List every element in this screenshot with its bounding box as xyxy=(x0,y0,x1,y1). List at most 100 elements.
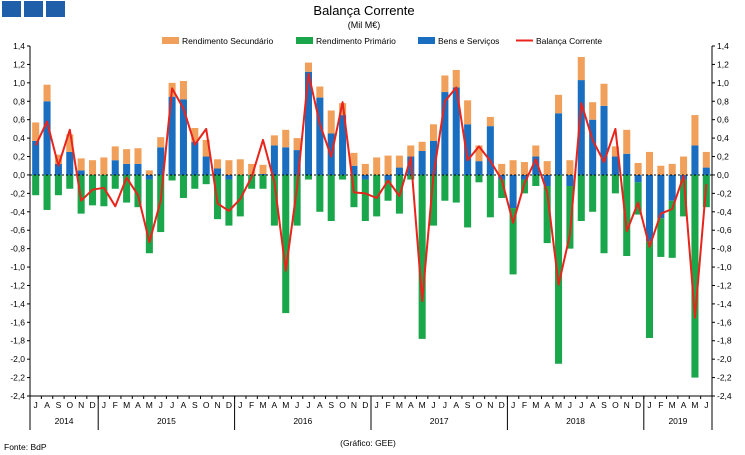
bar-bens-e-servicos xyxy=(668,174,676,201)
bar-rendimento-secundario xyxy=(77,158,85,171)
bar-rendimento-secundario xyxy=(600,83,608,106)
y-tick-label-left: 1,0 xyxy=(13,78,25,88)
bar-rendimento-primario xyxy=(486,174,494,218)
x-tick-label-month: D xyxy=(226,400,232,410)
bar-bens-e-servicos xyxy=(520,174,528,180)
bar-rendimento-primario xyxy=(316,174,324,212)
x-tick-label-month: O xyxy=(612,400,619,410)
bar-rendimento-secundario xyxy=(407,145,415,157)
bar-rendimento-secundario xyxy=(293,138,301,151)
bar-bens-e-servicos xyxy=(202,156,210,175)
bar-rendimento-primario xyxy=(191,174,199,189)
y-tick-label-right: 1,0 xyxy=(717,78,729,88)
y-tick-label-left: -1,0 xyxy=(10,262,25,272)
x-tick-label-month: M xyxy=(419,400,426,410)
bar-bens-e-servicos xyxy=(611,156,619,175)
x-tick-label-month: N xyxy=(214,400,220,410)
bar-rendimento-secundario xyxy=(157,137,165,148)
y-tick-label-left: 0,0 xyxy=(13,170,25,180)
x-tick-label-month: J xyxy=(431,400,435,410)
x-tick-label-month: A xyxy=(181,400,187,410)
x-tick-label-month: A xyxy=(135,400,141,410)
x-tick-label-month: F xyxy=(249,400,254,410)
y-tick-label-left: -0,4 xyxy=(10,207,25,217)
y-tick-label-right: -0,4 xyxy=(717,207,732,217)
x-tick-label-month: S xyxy=(56,400,62,410)
bar-rendimento-primario xyxy=(464,174,472,228)
x-tick-label-month: M xyxy=(532,400,539,410)
bar-rendimento-secundario xyxy=(429,124,438,141)
legend-label-balanca-corrente: Balança Corrente xyxy=(536,36,602,46)
bar-rendimento-secundario xyxy=(611,146,619,157)
y-tick-label-left: 0,4 xyxy=(13,133,25,143)
bar-bens-e-servicos xyxy=(134,163,142,175)
bar-rendimento-primario xyxy=(668,200,676,258)
y-tick-label-right: -1,0 xyxy=(717,262,732,272)
y-tick-label-left: -0,6 xyxy=(10,225,25,235)
bar-bens-e-servicos xyxy=(555,113,563,175)
bar-bens-e-servicos xyxy=(293,150,301,175)
y-tick-label-right: 0,6 xyxy=(717,115,729,125)
y-tick-label-right: -0,2 xyxy=(717,188,732,198)
bar-rendimento-secundario xyxy=(520,162,528,175)
bar-rendimento-primario xyxy=(145,179,153,254)
bar-rendimento-secundario xyxy=(361,163,369,175)
bar-rendimento-secundario xyxy=(259,164,267,175)
y-tick-label-right: -0,8 xyxy=(717,244,732,254)
x-tick-label-month: D xyxy=(499,400,505,410)
bar-rendimento-secundario xyxy=(191,127,199,142)
x-tick-label-year: 2017 xyxy=(430,416,449,426)
bar-rendimento-secundario xyxy=(486,116,494,127)
x-tick-label-month: J xyxy=(511,400,515,410)
legend-swatch-rendimento-primario xyxy=(296,37,313,44)
bar-bens-e-servicos xyxy=(600,105,608,175)
bar-bens-e-servicos xyxy=(418,151,426,175)
bar-bens-e-servicos xyxy=(577,80,585,175)
bar-rendimento-primario xyxy=(43,174,51,210)
bar-bens-e-servicos xyxy=(566,174,574,186)
bar-rendimento-primario xyxy=(66,174,74,189)
x-tick-label-year: 2015 xyxy=(157,416,176,426)
bar-bens-e-servicos xyxy=(509,174,517,209)
x-tick-label-month: M xyxy=(669,400,676,410)
bar-bens-e-servicos xyxy=(77,170,85,175)
bar-bens-e-servicos xyxy=(384,174,392,181)
y-tick-label-left: -1,6 xyxy=(10,317,25,327)
bar-rendimento-secundario xyxy=(623,129,631,154)
bar-rendimento-secundario xyxy=(225,160,233,175)
chart-subtitle: (Mil M€) xyxy=(348,20,381,30)
bar-bens-e-servicos xyxy=(145,174,153,180)
bar-rendimento-secundario xyxy=(100,157,108,175)
x-tick-label-month: J xyxy=(238,400,242,410)
legend-label-bens-e-servicos: Bens e Serviços xyxy=(438,36,499,46)
bar-bens-e-servicos xyxy=(657,174,665,219)
bar-rendimento-primario xyxy=(282,174,290,314)
bar-bens-e-servicos xyxy=(441,92,449,175)
bar-rendimento-primario xyxy=(645,241,654,338)
bar-rendimento-secundario xyxy=(282,129,290,148)
bar-rendimento-primario xyxy=(498,179,506,198)
bar-rendimento-primario xyxy=(418,174,426,339)
x-tick-label-month: M xyxy=(691,400,698,410)
x-tick-label-month: A xyxy=(453,400,459,410)
x-tick-label-month: M xyxy=(259,400,266,410)
bar-rendimento-secundario xyxy=(395,155,403,168)
legend-label-rendimento-primario: Rendimento Primário xyxy=(316,36,396,46)
x-tick-label-month: J xyxy=(170,400,174,410)
bar-rendimento-primario xyxy=(327,174,335,221)
logo-square xyxy=(2,1,21,17)
y-tick-label-left: 1,2 xyxy=(13,59,25,69)
bar-rendimento-secundario xyxy=(509,160,517,175)
bar-rendimento-secundario xyxy=(134,148,142,164)
bar-bens-e-servicos xyxy=(543,174,551,186)
bar-bens-e-servicos xyxy=(168,96,176,175)
bar-bens-e-servicos xyxy=(589,119,597,175)
bar-rendimento-primario xyxy=(623,174,631,256)
bar-rendimento-secundario xyxy=(589,102,597,120)
bar-bens-e-servicos xyxy=(498,174,506,180)
x-tick-label-month: O xyxy=(339,400,346,410)
legend-swatch-bens-e-servicos xyxy=(418,37,435,44)
y-tick-label-left: -1,4 xyxy=(10,299,25,309)
x-tick-label-month: F xyxy=(522,400,527,410)
x-tick-label-month: M xyxy=(146,400,153,410)
